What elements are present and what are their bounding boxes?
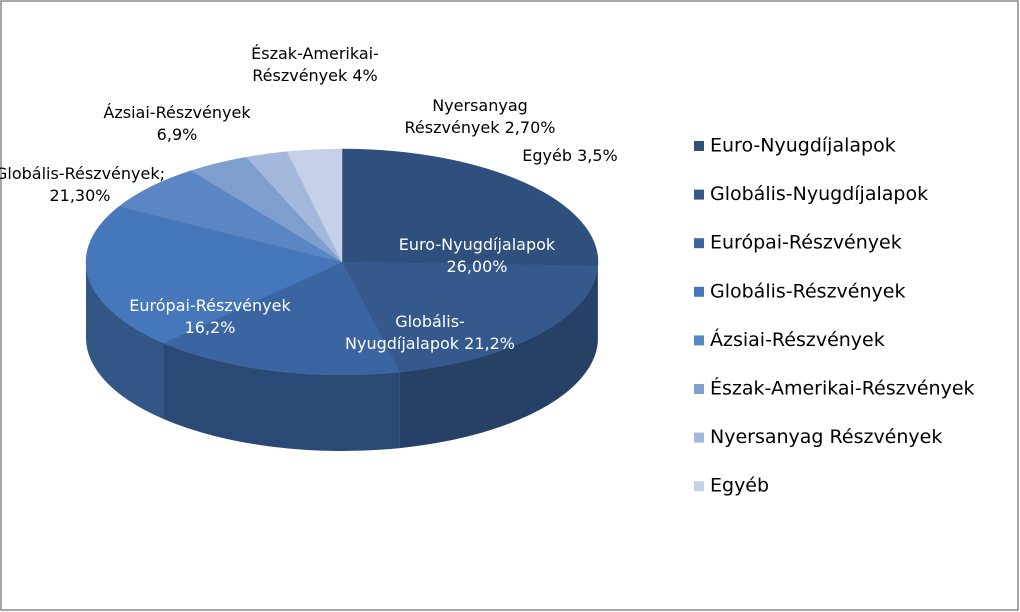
slice [162, 261, 401, 376]
legend-label: Ázsiai-Részvények [710, 328, 885, 351]
legend-swatch [694, 335, 704, 346]
legend-swatch [694, 189, 704, 200]
slice [85, 206, 343, 344]
slice [286, 148, 343, 263]
slice [341, 148, 599, 267]
slice [118, 170, 343, 263]
data-label: Ázsiai-Részvények 6,9% [103, 103, 251, 144]
data-label: Egyéb 3,5% [522, 146, 617, 165]
legend-swatch [694, 238, 704, 249]
slice-side [163, 343, 400, 451]
data-label: Észak-Amerikai-Részvények 4% [251, 44, 379, 85]
legend-label: Nyersanyag Részvények [710, 426, 942, 448]
legend-swatch [694, 481, 704, 492]
slice [341, 261, 599, 373]
legend-swatch [694, 432, 704, 443]
legend-label: Globális-Részvények [710, 280, 905, 302]
data-label: Globális-Részvények; 21,30% [0, 164, 165, 205]
legend-label: Európai-Részvények [710, 232, 902, 254]
legend-label: Euro-Nyugdíjalapok [710, 135, 896, 157]
data-label: Euro-Nyugdíjalapok 26,00% [399, 235, 556, 276]
data-label: Európai-Részvények 16,2% [129, 296, 291, 337]
legend-label: Egyéb [710, 475, 769, 497]
data-label: Globális-Nyugdíjalapok 21,2% [345, 312, 515, 353]
legend-swatch [694, 141, 704, 151]
legend-swatch [694, 286, 704, 297]
data-label: Nyersanyag Részvények 2,70% [405, 96, 556, 137]
legend-label: Globális-Nyugdíjalapok [710, 183, 928, 205]
slice-side [399, 265, 598, 449]
legend-label: Észak-Amerikai-Részvények [710, 377, 975, 400]
slice-side [86, 262, 164, 420]
legend-swatch [694, 384, 704, 394]
